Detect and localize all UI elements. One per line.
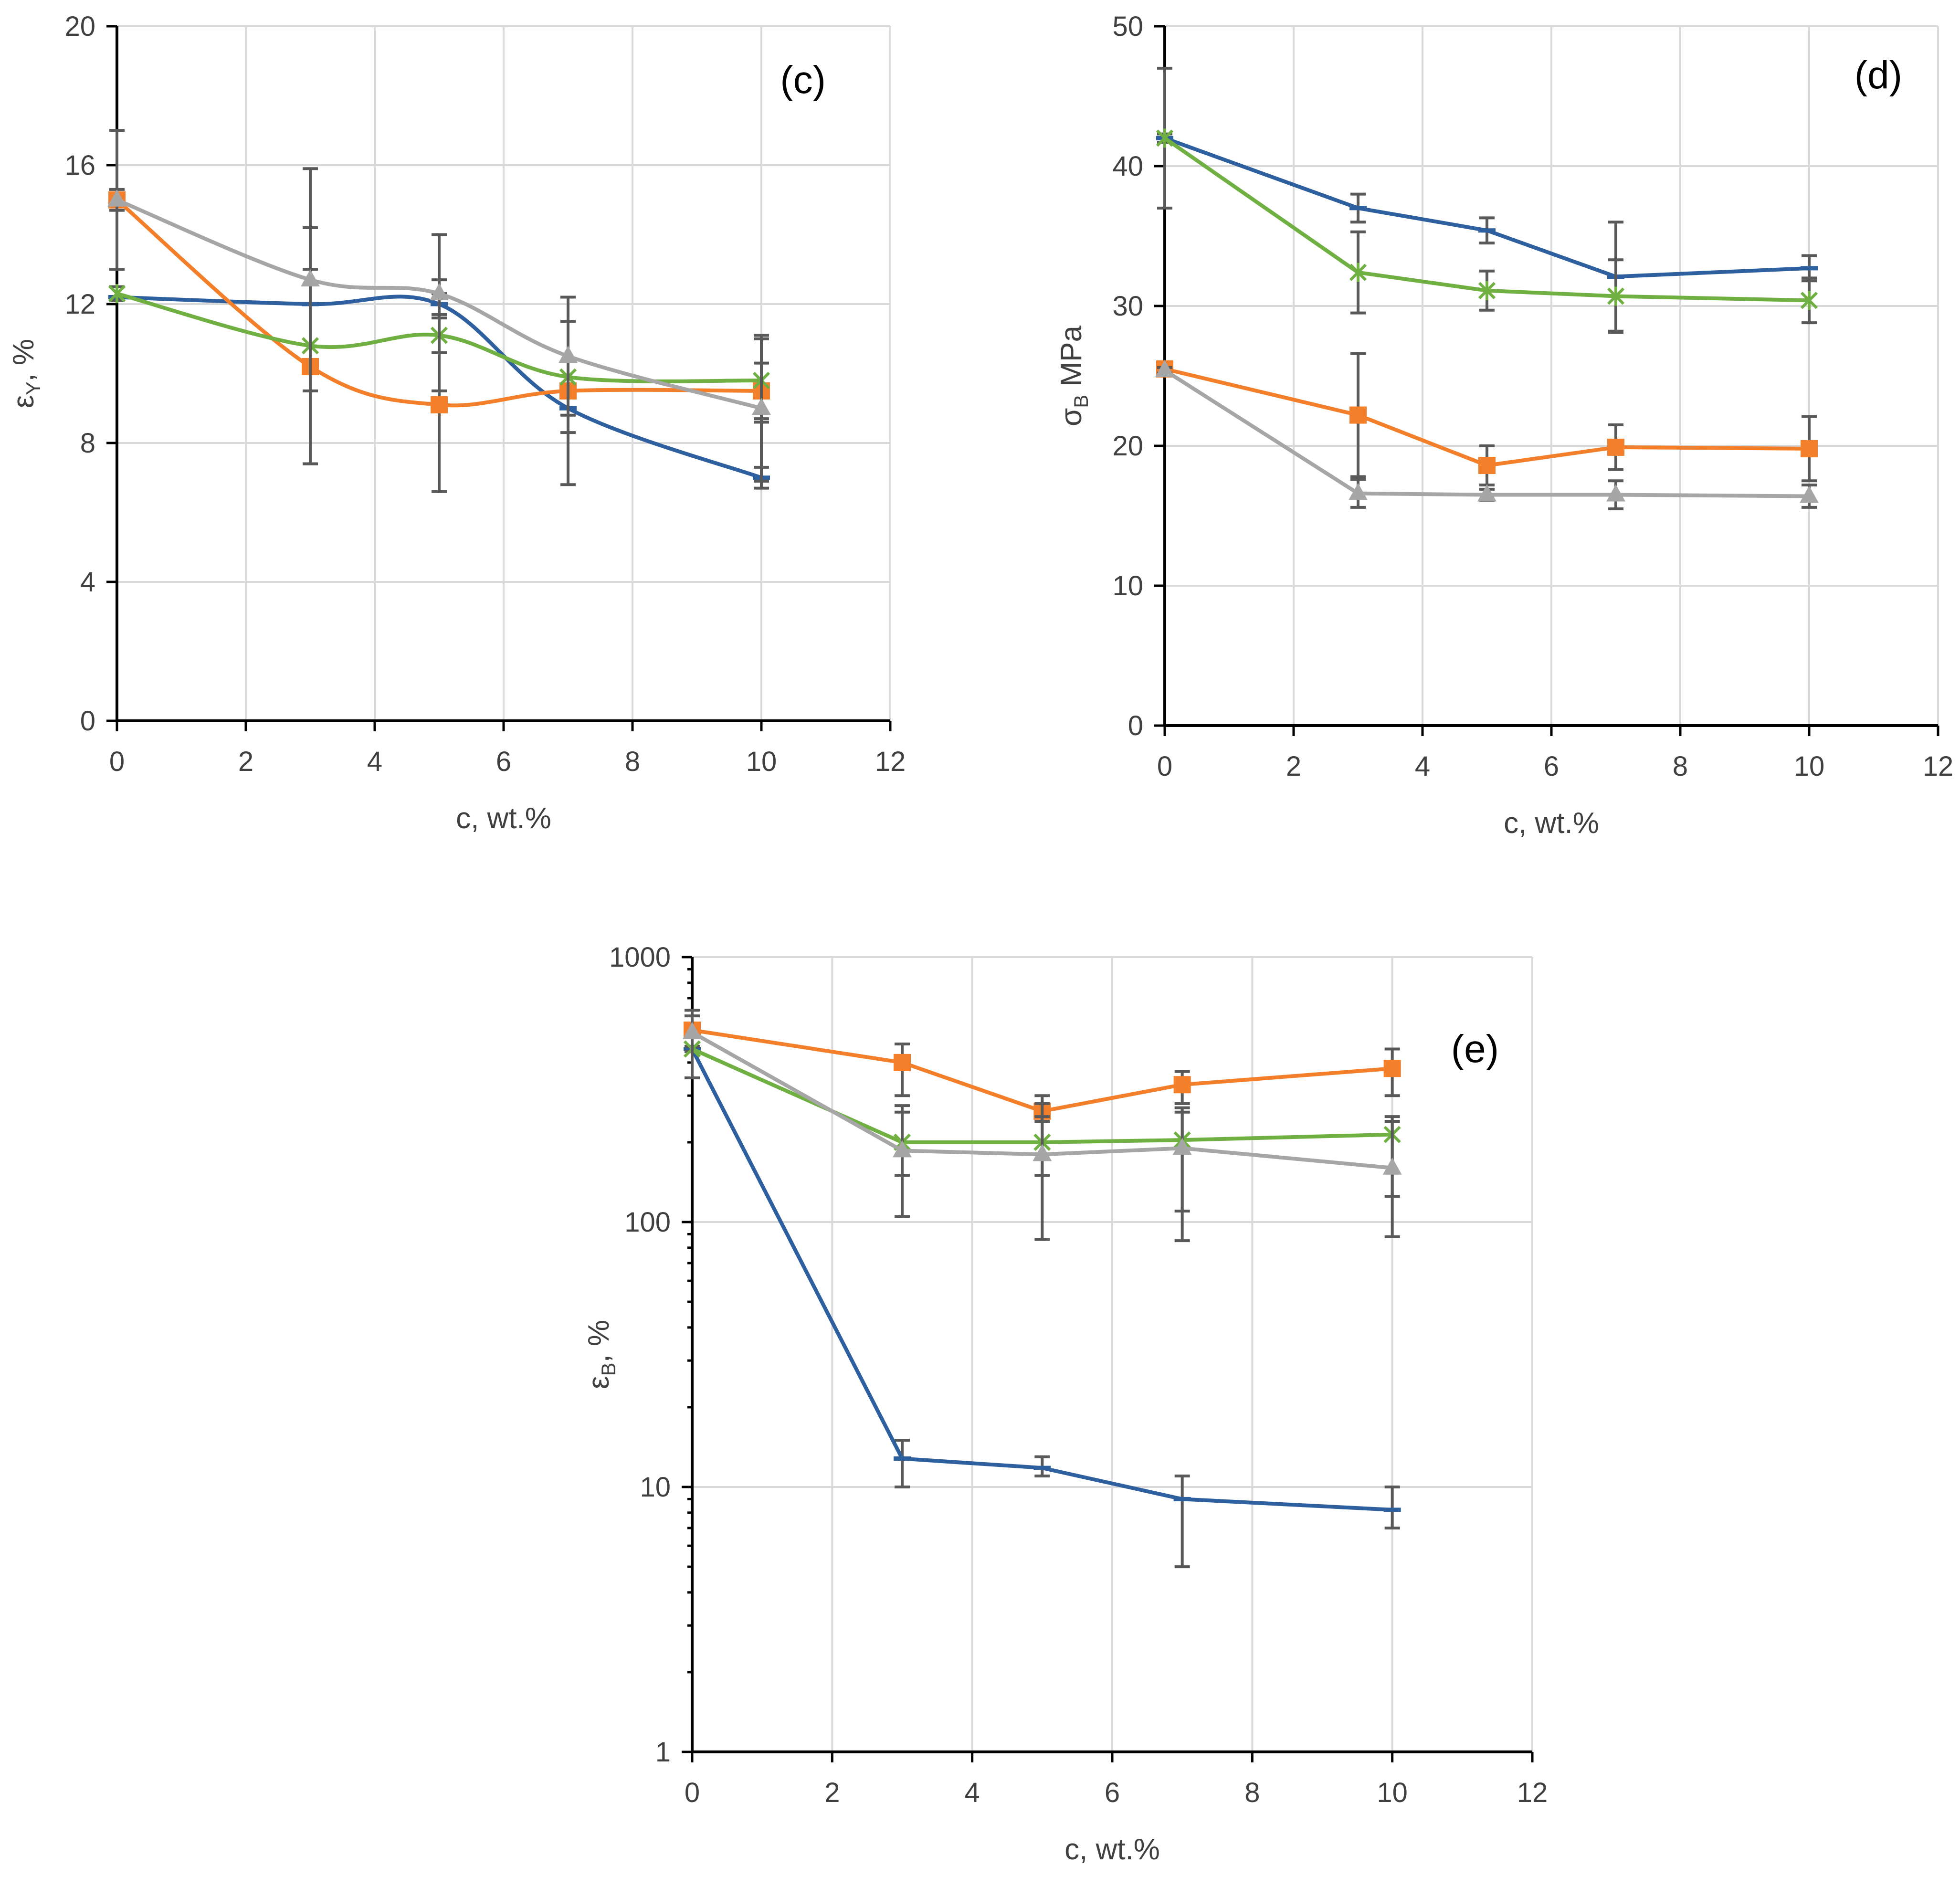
panel-e-series-3-error-bar-3	[1174, 1106, 1190, 1243]
panel-e-series-3-point-1	[893, 1140, 912, 1158]
panel-d-series-1-point-0	[1156, 128, 1174, 148]
panel-e-series-1-point-1	[894, 1054, 911, 1071]
panel-e-series-3-error-bar-1	[895, 1104, 910, 1218]
panel-d-series-1-point-2	[1478, 281, 1496, 300]
panel-e-x-tick-label-2: 4	[965, 1777, 980, 1808]
panel-e-x-tick-label-1: 2	[824, 1777, 840, 1808]
panel-e-series-3-point-0	[683, 1022, 702, 1039]
panel-c-series-3-point-4	[752, 398, 771, 415]
panel-c-series-1-point-2	[431, 396, 448, 413]
panel-d-series-3-point-4	[1800, 485, 1819, 503]
panel-c-label: (c)	[780, 58, 826, 102]
panel-d-y-tick-label-1: 10	[1112, 570, 1143, 601]
panel-d-y-axis-label: σB MPa	[1055, 325, 1092, 426]
panel-d-x-tick-label-0: 0	[1157, 751, 1172, 782]
panel-d-y-tick-label-3: 30	[1112, 291, 1143, 322]
panel-e-x-tick-label-0: 0	[685, 1777, 700, 1808]
panel-e-series-1-point-3	[1173, 1076, 1191, 1094]
panel-e-y-tick-label-1: 10	[640, 1472, 671, 1503]
panel-e-y-tick-label-2: 100	[624, 1207, 671, 1238]
panel-e-series-0-error-bar-3	[1174, 1475, 1190, 1569]
panel-d-series-3-point-1	[1349, 483, 1368, 500]
panel-d-x-tick-label-2: 4	[1415, 751, 1430, 782]
panel-d-y-tick-label-4: 40	[1112, 151, 1143, 182]
panel-c-series-3-point-1	[301, 269, 320, 287]
panel-e-series-3-point-4	[1382, 1157, 1402, 1175]
panel-d-series-1-point-3	[1607, 286, 1625, 306]
panel-e-y-tick-label-3: 1000	[609, 942, 671, 973]
panel-e-x-tick-label-5: 10	[1377, 1777, 1408, 1808]
panel-e-y-tick-label-0: 1	[655, 1737, 671, 1768]
panel-c-x-tick-label-5: 10	[746, 746, 777, 777]
panel-c-x-tick-label-1: 2	[238, 746, 253, 777]
panel-d-x-tick-label-3: 6	[1544, 751, 1559, 782]
panel-c-series-3-point-2	[430, 283, 449, 301]
panel-d-series-2	[1156, 352, 1818, 487]
panel-d-series-2-point-4	[1801, 440, 1818, 457]
panel-c-x-tick-label-0: 0	[109, 746, 125, 777]
panel-e-x-tick-label-4: 8	[1244, 1777, 1260, 1808]
panel-c-y-tick-label-3: 12	[64, 289, 95, 320]
panel-d-x-tick-label-4: 8	[1673, 751, 1688, 782]
panel-d-series-2-point-3	[1607, 438, 1624, 456]
panel-e-series-3-point-2	[1033, 1144, 1052, 1161]
panel-e-series-3-error-bar-2	[1034, 1102, 1050, 1241]
panel-c-x-tick-label-3: 6	[496, 746, 511, 777]
panel-e-series-3	[683, 1009, 1402, 1243]
panel-d-chart: 0 2 4 6 8 10 12 0 10 20 30 40 50 c, wt.% σB MPa (d)	[1055, 11, 1953, 840]
panel-c-x-tick-label-4: 8	[625, 746, 640, 777]
panel-d-series-1-point-4	[1800, 291, 1818, 310]
panel-c-series-2-point-0	[108, 284, 126, 304]
panel-c-x-tick-label-2: 4	[367, 746, 382, 777]
panel-c-series-3	[107, 129, 771, 483]
panel-d-x-tick-label-6: 12	[1923, 751, 1954, 782]
panel-d-x-tick-label-1: 2	[1286, 751, 1301, 782]
panel-c-y-tick-label-1: 4	[80, 567, 95, 598]
panel-e-series-0-error-bar-4	[1384, 1486, 1400, 1529]
panel-d-series-3-point-0	[1155, 359, 1174, 377]
panel-c-y-tick-label-0: 0	[80, 706, 95, 737]
panel-e-series-3-point-3	[1172, 1138, 1192, 1155]
panel-d-y-tick-label-2: 20	[1112, 431, 1143, 462]
panel-d-series-3-point-2	[1477, 484, 1496, 502]
panel-e-x-axis-label: c, wt.%	[1064, 1833, 1160, 1866]
panel-e-series-0-error-bar-1	[895, 1439, 910, 1488]
panel-e-series-1-point-4	[1383, 1060, 1401, 1077]
panel-e-label: (e)	[1451, 1027, 1499, 1071]
panel-e-series-3-error-bar-0	[685, 1009, 700, 1080]
panel-d-label: (d)	[1855, 53, 1902, 97]
panel-c-series-3-point-3	[558, 346, 578, 363]
panel-d-y-tick-label-5: 50	[1112, 11, 1143, 42]
panel-d-y-tick-label-0: 0	[1128, 710, 1143, 741]
panel-c-chart: 0 2 4 6 8 10 12 0 4 8 12 16 20 c, wt.% εY, % (c)	[7, 11, 906, 835]
panel-c-y-tick-label-5: 20	[64, 11, 95, 42]
panel-e-series-3-error-bar-4	[1384, 1119, 1400, 1238]
panel-e-x-tick-label-3: 6	[1105, 1777, 1120, 1808]
panel-c-y-tick-label-4: 16	[64, 150, 95, 181]
panel-c-x-axis-label: c, wt.%	[456, 802, 551, 835]
panel-e-x-tick-label-6: 12	[1517, 1777, 1548, 1808]
panel-c-y-axis-label: εY, %	[7, 339, 44, 408]
panel-d-series-2-point-1	[1349, 406, 1367, 424]
panel-d-series-1	[1156, 128, 1818, 334]
panel-c-x-tick-label-6: 12	[875, 746, 906, 777]
panel-e-y-axis-label: εB, %	[582, 1320, 620, 1389]
panel-d-series-3	[1155, 359, 1819, 510]
panel-c-y-tick-label-2: 8	[80, 428, 95, 459]
panel-e-series-0	[684, 1046, 1401, 1569]
panel-d-x-tick-label-5: 10	[1794, 751, 1825, 782]
panel-e-chart: 0 2 4 6 8 10 12 1 10 100 1000 c, wt.% εB, % (e)	[582, 942, 1548, 1866]
panel-d-series-2-point-2	[1478, 457, 1496, 474]
panel-d-series-3-point-3	[1606, 484, 1625, 502]
panel-d-x-axis-label: c, wt.%	[1504, 807, 1599, 840]
panel-d-series-1-point-1	[1349, 263, 1367, 282]
panel-c-series-3-point-0	[107, 189, 126, 207]
